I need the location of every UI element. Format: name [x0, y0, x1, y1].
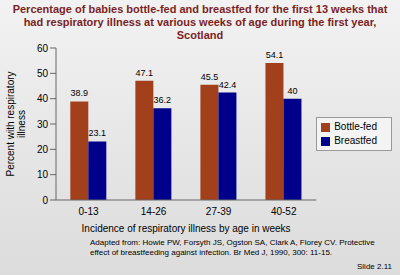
svg-text:36.2: 36.2 [154, 95, 172, 105]
svg-text:30: 30 [37, 119, 49, 130]
svg-text:20: 20 [37, 144, 49, 155]
svg-text:54.1: 54.1 [266, 50, 284, 60]
html-text:Percentage of babies bottle-fe: Percentage of babies bottle-fed and brea… [12, 3, 388, 41]
svg-text:23.1: 23.1 [89, 128, 107, 138]
svg-text:40: 40 [287, 86, 297, 96]
html-text:Bottle-fed: Bottle-fed [334, 121, 377, 132]
svg-text:47.1: 47.1 [136, 68, 154, 78]
svg-text:60: 60 [37, 43, 49, 54]
html-text:Slide 2.11: Slide 2.11 [357, 262, 392, 271]
svg-text:27-39: 27-39 [206, 206, 232, 217]
svg-text:45.5: 45.5 [201, 72, 219, 82]
svg-text:Incidence of respiratory illne: Incidence of respiratory illness by age … [82, 223, 291, 234]
svg-text:0-13: 0-13 [79, 206, 99, 217]
svg-text:0: 0 [42, 195, 48, 206]
svg-text:Percent with respiratoryillnes: Percent with respiratoryillness [8, 71, 27, 176]
svg-text:42.4: 42.4 [219, 80, 237, 90]
svg-text:14-26: 14-26 [141, 206, 167, 217]
svg-text:38.9: 38.9 [71, 88, 89, 98]
svg-text:40: 40 [37, 93, 49, 104]
svg-text:50: 50 [37, 68, 49, 79]
svg-text:10: 10 [37, 169, 49, 180]
svg-text:40-52: 40-52 [271, 206, 297, 217]
html-text:Adapted from: Howie PW, Forsyt: Adapted from: Howie PW, Forsyth JS, Ogst… [90, 238, 375, 257]
html-text:Breastfed: Breastfed [334, 135, 377, 146]
